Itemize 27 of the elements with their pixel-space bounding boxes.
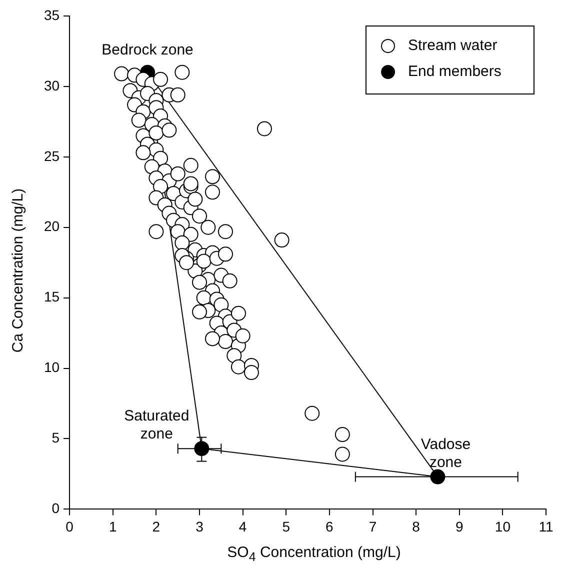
annotation: Vadose zone xyxy=(420,436,471,471)
x-tick-label: 2 xyxy=(152,518,160,534)
x-tick-label: 11 xyxy=(538,518,554,534)
y-tick-label: 30 xyxy=(44,77,60,94)
x-tick-label: 4 xyxy=(238,518,247,534)
y-tick-label: 20 xyxy=(44,218,60,234)
x-tick-label: 10 xyxy=(494,518,511,534)
x-tick-label: 1 xyxy=(108,518,117,534)
x-axis-title: SO$_{4}$ Concentration (mg/L) xyxy=(226,544,402,564)
legend-label: Stream water xyxy=(408,37,498,54)
x-tick-label: 0 xyxy=(66,518,74,534)
annotation: Saturated zone xyxy=(124,408,190,443)
y-tick-label: 5 xyxy=(52,430,60,446)
annotation: Bedrock zone xyxy=(102,42,194,59)
y-axis-title: Ca Concentration (mg/L) xyxy=(10,187,26,355)
legend-label: End members xyxy=(408,63,502,80)
x-tick-label: 7 xyxy=(368,518,377,534)
y-tick-label: 15 xyxy=(44,288,60,305)
y-tick-label: 35 xyxy=(44,6,60,23)
y-tick-label: 10 xyxy=(44,359,60,376)
x-tick-label: 3 xyxy=(196,518,204,534)
y-tick-label: 0 xyxy=(52,500,60,516)
x-tick-label: 8 xyxy=(412,518,420,534)
y-tick-label: 25 xyxy=(44,148,60,164)
x-tick-label: 5 xyxy=(282,518,290,534)
x-tick-label: 9 xyxy=(455,518,464,534)
x-tick-label: 6 xyxy=(326,518,334,534)
